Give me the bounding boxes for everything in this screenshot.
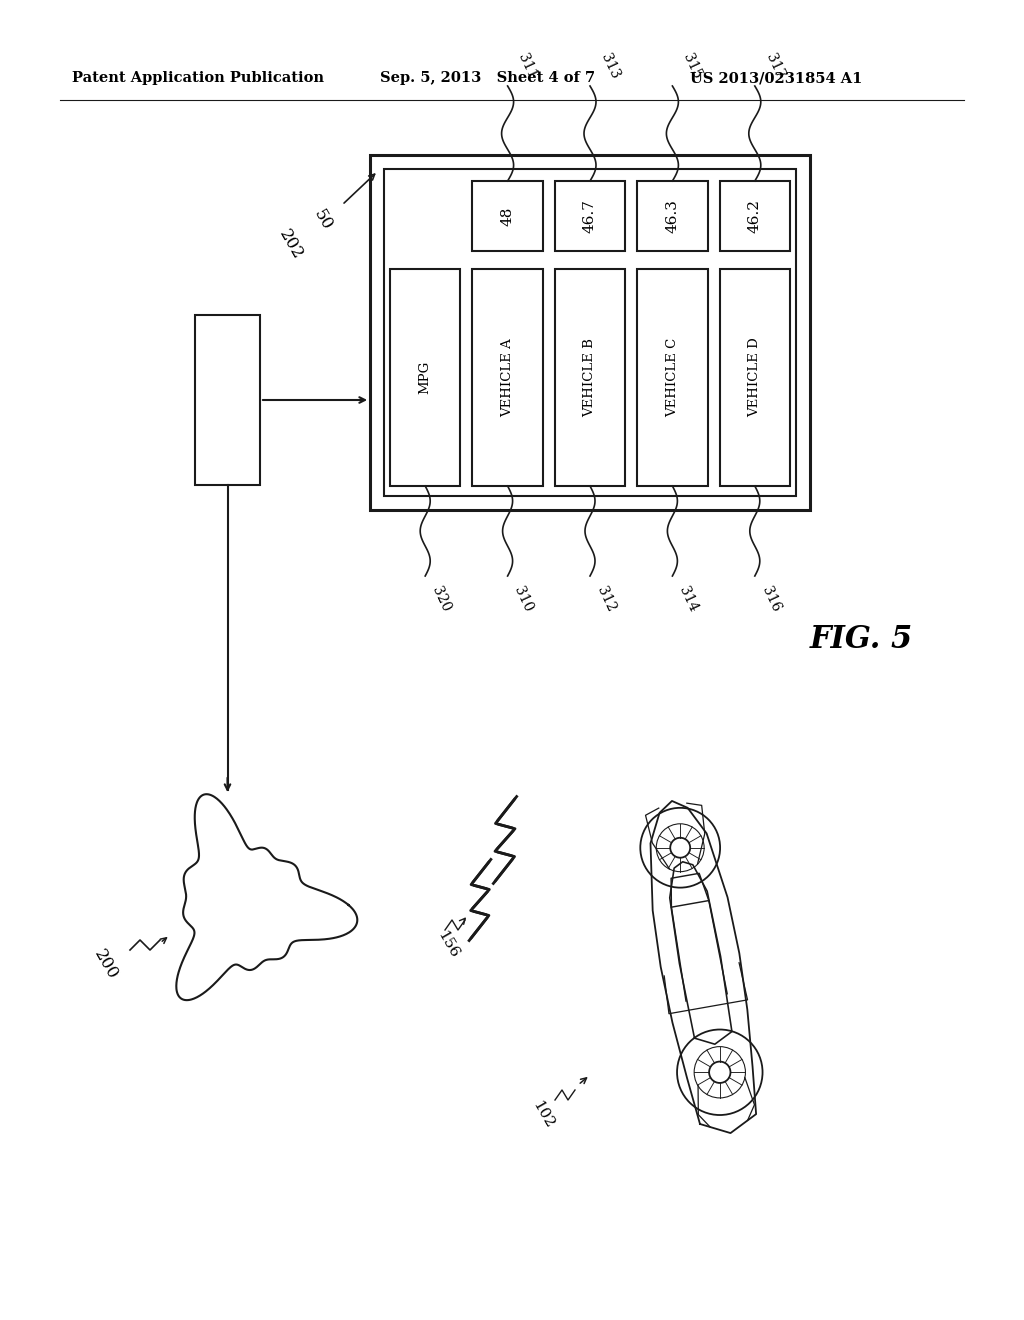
Text: 200: 200 xyxy=(90,946,121,983)
Bar xyxy=(390,269,461,486)
Text: 46.2: 46.2 xyxy=(748,199,762,234)
Bar xyxy=(720,269,790,486)
Text: 311: 311 xyxy=(516,51,540,81)
Bar xyxy=(637,181,708,251)
Text: FIG. 5: FIG. 5 xyxy=(810,624,913,656)
Bar xyxy=(195,315,260,484)
Text: 310: 310 xyxy=(512,583,536,614)
Text: 102: 102 xyxy=(530,1098,557,1131)
Text: MPG: MPG xyxy=(419,360,432,395)
Bar xyxy=(637,269,708,486)
Text: 314: 314 xyxy=(677,583,700,614)
Text: 315: 315 xyxy=(680,51,705,81)
Bar xyxy=(555,269,626,486)
Bar xyxy=(472,269,543,486)
Text: VEHICLE B: VEHICLE B xyxy=(584,338,597,417)
Bar xyxy=(384,169,796,496)
Text: US 2013/0231854 A1: US 2013/0231854 A1 xyxy=(690,71,862,84)
Text: VEHICLE A: VEHICLE A xyxy=(501,338,514,417)
Bar xyxy=(555,181,626,251)
Text: 46.7: 46.7 xyxy=(583,199,597,232)
Text: Sep. 5, 2013   Sheet 4 of 7: Sep. 5, 2013 Sheet 4 of 7 xyxy=(380,71,595,84)
Text: 48: 48 xyxy=(501,206,515,226)
Text: 316: 316 xyxy=(759,583,782,614)
Text: 313: 313 xyxy=(598,51,622,81)
Text: VEHICLE C: VEHICLE C xyxy=(666,338,679,417)
Text: 46.3: 46.3 xyxy=(666,199,679,232)
Text: 317: 317 xyxy=(763,51,786,81)
Bar xyxy=(472,181,543,251)
Bar xyxy=(720,181,790,251)
Text: Patent Application Publication: Patent Application Publication xyxy=(72,71,324,84)
Bar xyxy=(370,154,810,510)
Text: 312: 312 xyxy=(594,583,617,614)
Text: 202: 202 xyxy=(275,227,305,263)
Text: 320: 320 xyxy=(429,583,453,614)
Text: 156: 156 xyxy=(435,929,462,961)
Polygon shape xyxy=(176,795,357,1001)
Text: VEHICLE D: VEHICLE D xyxy=(749,338,761,417)
Text: 50: 50 xyxy=(310,207,335,234)
